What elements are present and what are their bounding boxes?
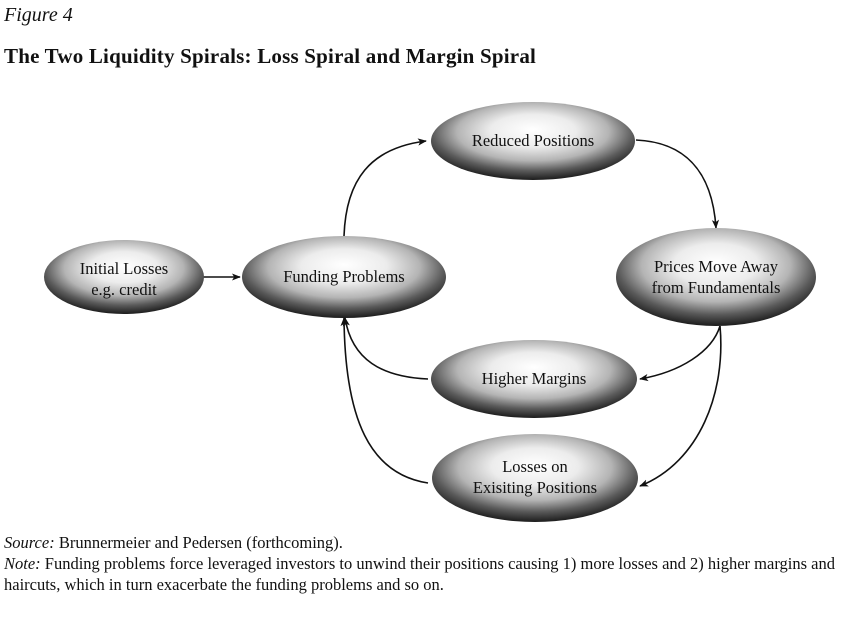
node-prices-move-away-line2: from Fundamentals xyxy=(652,278,781,297)
node-losses-on-existing-line1: Losses on xyxy=(502,457,568,476)
caption-note-text: Funding problems force leveraged investo… xyxy=(4,554,835,594)
caption-source: Source: Brunnermeier and Pedersen (forth… xyxy=(4,532,844,553)
node-prices-move-away: Prices Move Away from Fundamentals xyxy=(616,228,816,326)
liquidity-spirals-diagram: Initial Losses e.g. credit Funding Probl… xyxy=(44,102,816,522)
arrow-margins-to-funding xyxy=(342,317,429,380)
arrow-losses-to-funding xyxy=(340,317,429,484)
caption-source-text: Brunnermeier and Pedersen (forthcoming). xyxy=(54,533,343,552)
arrow-funding-to-reduced xyxy=(343,138,427,237)
figure-label: Figure 4 xyxy=(4,4,73,26)
node-losses-on-existing-line2: Exisiting Positions xyxy=(473,478,597,497)
caption-note: Note: Funding problems force leveraged i… xyxy=(4,553,844,595)
node-initial-losses: Initial Losses e.g. credit xyxy=(44,240,204,314)
node-reduced-positions: Reduced Positions xyxy=(431,102,635,180)
figure-caption: Source: Brunnermeier and Pedersen (forth… xyxy=(4,532,844,595)
arrow-prices-to-margins xyxy=(639,325,721,382)
node-higher-margins: Higher Margins xyxy=(431,340,637,418)
node-higher-margins-line1: Higher Margins xyxy=(482,369,587,388)
figure-title: The Two Liquidity Spirals: Loss Spiral a… xyxy=(4,44,537,68)
arrow-reduced-to-prices xyxy=(635,139,720,229)
node-losses-on-existing: Losses on Exisiting Positions xyxy=(432,434,638,522)
node-funding-problems: Funding Problems xyxy=(242,236,446,318)
caption-source-lead: Source: xyxy=(4,533,55,552)
caption-note-lead: Note: xyxy=(4,554,41,573)
arrow-prices-to-losses xyxy=(639,325,722,487)
node-initial-losses-line2: e.g. credit xyxy=(91,280,157,299)
node-initial-losses-line1: Initial Losses xyxy=(80,259,168,278)
node-funding-problems-line1: Funding Problems xyxy=(283,267,404,286)
node-prices-move-away-line1: Prices Move Away xyxy=(654,257,779,276)
node-reduced-positions-line1: Reduced Positions xyxy=(472,131,594,150)
